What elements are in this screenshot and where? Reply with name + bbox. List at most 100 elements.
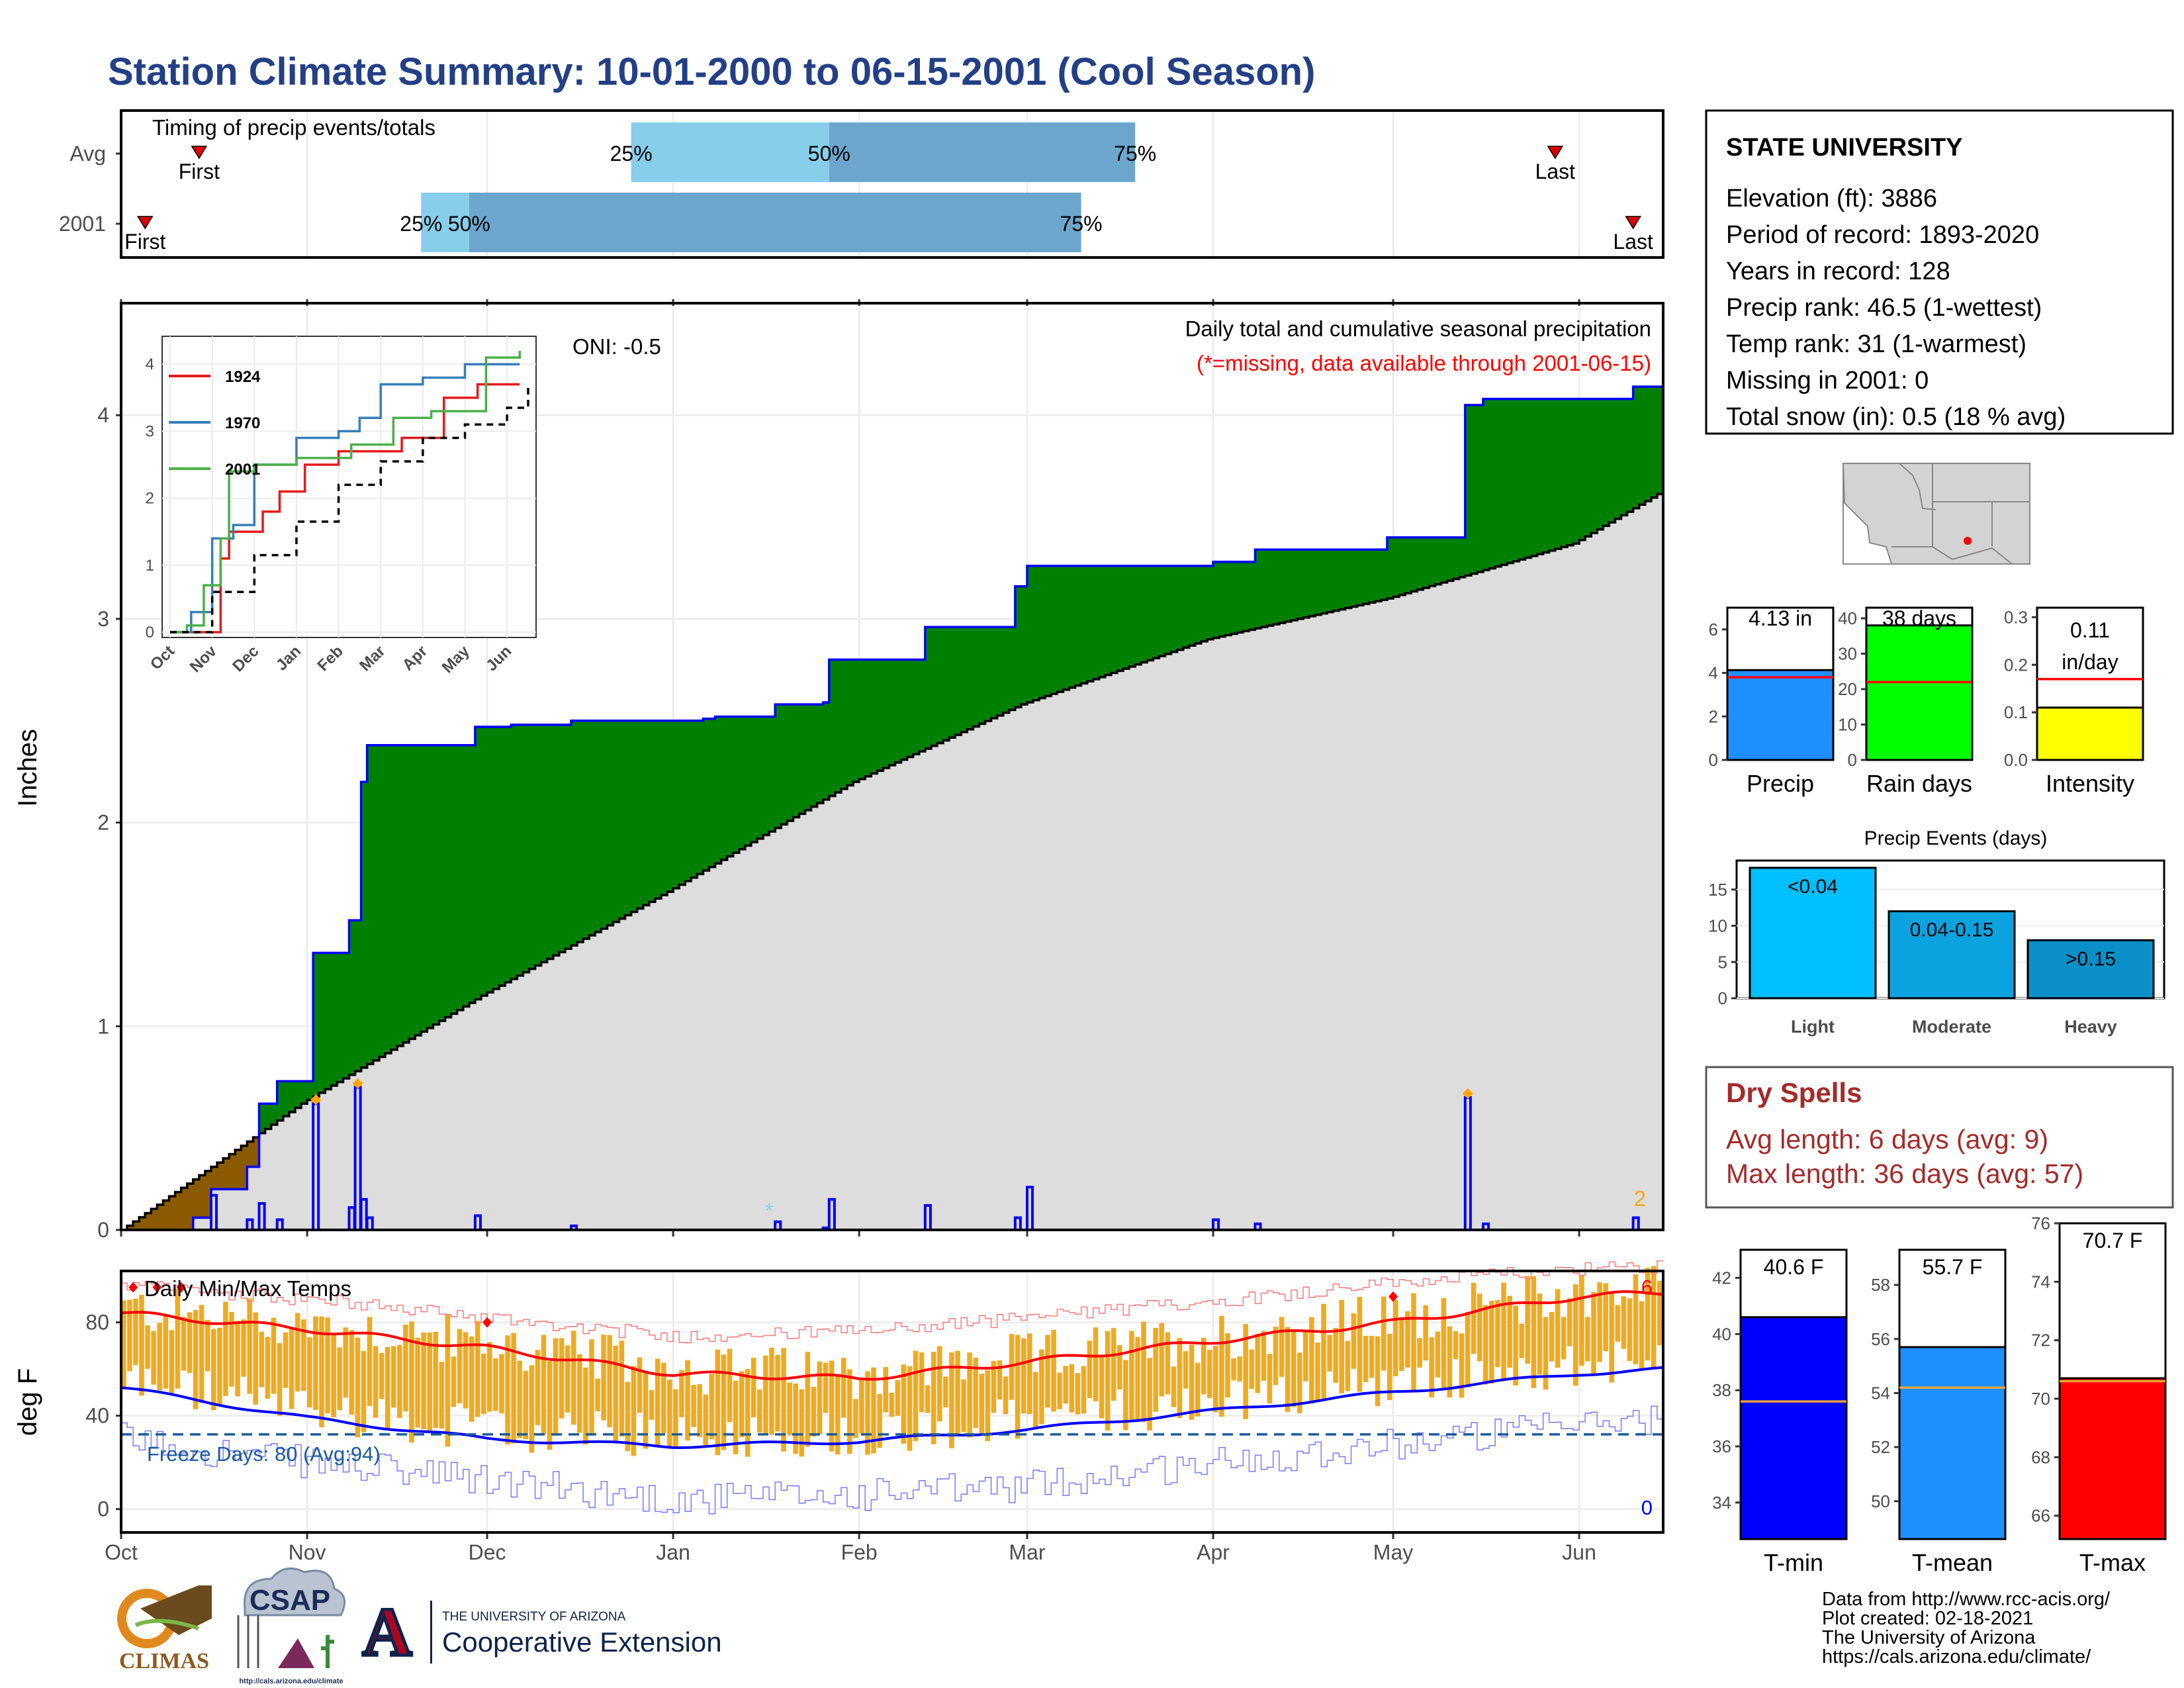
timing-pct-label: 75% <box>1114 142 1156 165</box>
climas-logo-text: CLIMAS <box>119 1649 209 1673</box>
daily-temp-range-bar <box>1621 1296 1627 1349</box>
daily-temp-range-bar <box>1075 1373 1081 1415</box>
map-state-border-1 <box>1899 463 1936 510</box>
daily-temp-range-bar <box>787 1382 792 1436</box>
daily-temp-range-bar <box>1489 1301 1494 1384</box>
daily-temp-range-bar <box>1285 1327 1291 1412</box>
month-label-feb: Feb <box>841 1540 878 1564</box>
daily-temp-range-bar <box>1231 1358 1236 1381</box>
events-category-label: Heavy <box>2064 1017 2117 1037</box>
daily-temp-range-bar <box>331 1335 336 1418</box>
daily-temp-range-bar <box>127 1299 132 1372</box>
daily-temp-range-bar <box>1063 1366 1068 1404</box>
daily-temp-range-bar <box>307 1337 312 1408</box>
temp-summary-name: T-max <box>2079 1549 2146 1576</box>
timing-row-label-avg: Avg <box>69 142 106 165</box>
daily-temp-range-bar <box>871 1367 876 1454</box>
summary-bar-y-tick-label: 40 <box>1838 608 1857 628</box>
daily-temp-range-bar <box>1045 1335 1050 1408</box>
daily-temp-range-bar <box>979 1374 985 1435</box>
daily-temp-range-bar <box>691 1385 696 1427</box>
daily-temp-range-bar <box>1573 1284 1578 1386</box>
station-temp-rank: Temp rank: 31 (1-warmest) <box>1726 330 2026 358</box>
daily-temp-range-bar <box>1417 1338 1422 1368</box>
daily-temp-range-bar <box>1267 1354 1273 1404</box>
daily-temp-range-bar <box>1501 1282 1506 1381</box>
daily-temp-range-bar <box>163 1316 169 1389</box>
precip-events-content: 0 5 10 15 <0.04 Light 0.04-0.15 Moderate >0.15 He… <box>1708 859 2165 1037</box>
station-period: Period of record: 1893-2020 <box>1726 221 2039 249</box>
daily-temp-range-bar <box>541 1335 547 1435</box>
daily-temp-range-bar <box>955 1350 960 1435</box>
summary-bar-value <box>1865 624 1974 761</box>
daily-temp-range-bar <box>259 1331 265 1387</box>
month-label-jun: Jun <box>1562 1540 1596 1564</box>
temp-panel: 0 40 80 Daily Min/Max Temps Freeze Days: 8… <box>13 1260 1664 1564</box>
events-bar-label: 0.04-0.15 <box>1910 919 1994 941</box>
daily-temp-range-bar <box>433 1331 439 1429</box>
temp-summary-y-tick-label: 68 <box>2031 1447 2050 1467</box>
daily-temp-range-bar <box>1261 1331 1267 1381</box>
timing-bar-25-50 <box>631 122 829 182</box>
daily-temp-range-bar <box>1195 1362 1201 1417</box>
daily-temp-range-bar <box>385 1346 390 1430</box>
daily-temp-range-bar <box>733 1380 739 1454</box>
daily-temp-range-bar <box>577 1354 582 1433</box>
inset-y-tick-label: 1 <box>146 557 154 575</box>
temp-summary-y-tick-label: 50 <box>1871 1491 1890 1511</box>
inset-line-1970 <box>170 363 520 633</box>
daily-temp-range-bar <box>283 1332 289 1388</box>
temp-y-tick-label: 80 <box>85 1311 109 1335</box>
temp-summary-y-tick-label: 38 <box>1712 1380 1731 1400</box>
average-cumulative-line <box>121 491 1664 1231</box>
temp-summary-value-label: 55.7 F <box>1923 1255 1983 1279</box>
precip-areas <box>121 385 1664 1231</box>
daily-temp-range-bar <box>1315 1342 1320 1401</box>
daily-temp-range-bar <box>649 1389 655 1420</box>
daily-temp-range-bar <box>223 1301 228 1396</box>
temp-y-tick-label: 0 <box>97 1497 109 1521</box>
daily-temp-range-bar <box>457 1329 463 1403</box>
page-title: Station Climate Summary: 10-01-2000 to 0… <box>108 50 1315 93</box>
inset-y-tick-label: 4 <box>146 355 154 373</box>
timing-first-label: First <box>124 230 165 254</box>
season-summary-bars: 0 2 4 6 4.13 in Precip 0 10 20 30 40 38 days Rain da… <box>1709 606 2144 797</box>
daily-temp-range-bar <box>739 1371 745 1438</box>
timing-pct-label: 50% <box>808 142 850 165</box>
daily-temp-range-bar <box>529 1365 535 1453</box>
daily-temp-range-bar <box>685 1360 690 1441</box>
daily-temp-range-bar <box>775 1355 780 1432</box>
daily-temp-range-bar <box>943 1376 948 1408</box>
daily-temp-range-bar <box>859 1380 864 1434</box>
daily-temp-range-bar <box>757 1389 762 1433</box>
daily-temp-range-bar <box>1135 1336 1140 1421</box>
daily-temp-range-bar <box>625 1382 631 1452</box>
precip-y-tick-label: 3 <box>97 607 109 631</box>
temp-summary-y-tick-label: 40 <box>1712 1324 1731 1344</box>
daily-temp-range-bar <box>133 1298 138 1366</box>
daily-temp-range-bar <box>781 1348 786 1452</box>
timing-last-label: Last <box>1613 230 1653 254</box>
daily-temp-range-bar <box>1206 1349 1212 1398</box>
inset-bg <box>161 336 537 638</box>
daily-temp-range-bar <box>547 1360 553 1450</box>
events-y-tick-label: 15 <box>1708 880 1727 900</box>
timing-frame <box>120 109 1664 259</box>
daily-temp-range-bar <box>181 1317 187 1371</box>
daily-temp-range-bar <box>1039 1349 1044 1425</box>
climas-logo-shape <box>140 1585 212 1635</box>
timing-first-marker <box>136 216 154 230</box>
daily-temp-range-bar <box>1201 1337 1206 1395</box>
csap-logo-text: CSAP <box>250 1584 330 1617</box>
temp-summary-t-mean: 50 52 54 56 58 55.7 F T-mean <box>1871 1248 2007 1576</box>
daily-temp-range-bar <box>1081 1366 1087 1414</box>
daily-temp-range-bar <box>463 1332 469 1409</box>
daily-temp-range-bar <box>721 1354 727 1450</box>
daily-temp-range-bar <box>1003 1376 1009 1415</box>
ua-block-a-icon: A <box>362 1594 412 1670</box>
dry-spells-max: Max length: 36 days (avg: 57) <box>1726 1158 2083 1189</box>
temp-summary-y-tick-label: 36 <box>1712 1436 1731 1456</box>
heavy-event-marker <box>1462 1088 1473 1099</box>
daily-temp-range-bar <box>697 1384 702 1437</box>
temp-y-axis-title: deg F <box>13 1368 42 1436</box>
